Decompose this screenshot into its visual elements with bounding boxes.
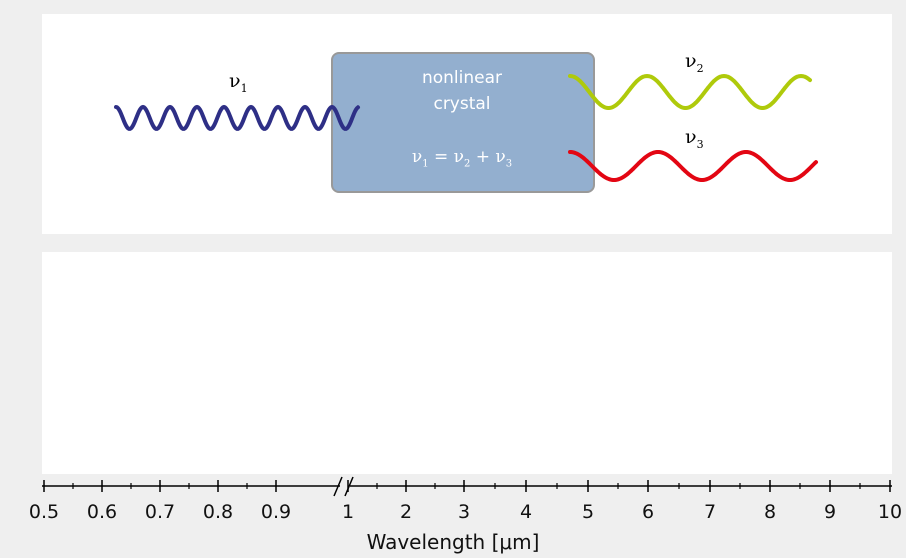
pump-label: ν1 — [229, 70, 248, 95]
x-tick-label-9: 9 — [824, 501, 836, 523]
x-tick-label-8: 8 — [764, 501, 776, 523]
idler-label: ν3 — [685, 126, 704, 151]
x-tick-label-7: 7 — [704, 501, 716, 523]
eq-nu1-symbol: ν — [411, 147, 423, 167]
axis-break-mark-2 — [344, 476, 354, 497]
eq-nu3-sub: 3 — [505, 158, 513, 170]
crystal-equation: ν1 = ν2 + ν3 — [332, 147, 592, 169]
eq-equals: = — [428, 147, 454, 167]
x-tick-label-2: 2 — [400, 501, 412, 523]
x-tick-label-0.7: 0.7 — [145, 501, 175, 523]
x-tick-label-6: 6 — [642, 501, 654, 523]
signal-label: ν2 — [685, 50, 704, 75]
pump-label-symbol: ν — [229, 70, 241, 92]
x-tick-label-1: 1 — [342, 501, 354, 523]
x-tick-label-0.5: 0.5 — [29, 501, 59, 523]
eq-nu2-symbol: ν — [453, 147, 464, 167]
x-tick-label-0.9: 0.9 — [261, 501, 291, 523]
eq-nu1-sub: 1 — [422, 158, 429, 170]
eq-nu3-symbol: ν — [495, 147, 506, 167]
signal-label-symbol: ν — [685, 50, 697, 72]
nonlinear-crystal-box — [331, 52, 595, 193]
pump-label-sub: 1 — [240, 81, 248, 95]
eq-nu2-sub: 2 — [463, 158, 471, 170]
axis-break-mark-1 — [333, 476, 343, 497]
pump-wave — [114, 104, 360, 131]
signal-label-sub: 2 — [696, 61, 704, 75]
x-tick-label-0.8: 0.8 — [203, 501, 233, 523]
idler-wave — [568, 150, 818, 182]
idler-label-sub: 3 — [696, 137, 704, 151]
x-axis-title: Wavelength [μm] — [366, 530, 540, 554]
crystal-label-line1: nonlinear — [421, 68, 503, 88]
signal-wave — [568, 73, 812, 110]
crystal-label-line2: crystal — [433, 94, 491, 114]
idler-label-symbol: ν — [685, 126, 697, 148]
x-tick-label-4: 4 — [520, 501, 532, 523]
wavelength-range-panel — [42, 252, 892, 474]
eq-plus: + — [470, 147, 496, 167]
x-tick-label-3: 3 — [458, 501, 470, 523]
x-tick-label-10: 10 — [878, 501, 902, 523]
x-tick-label-0.6: 0.6 — [87, 501, 117, 523]
x-tick-label-5: 5 — [582, 501, 594, 523]
